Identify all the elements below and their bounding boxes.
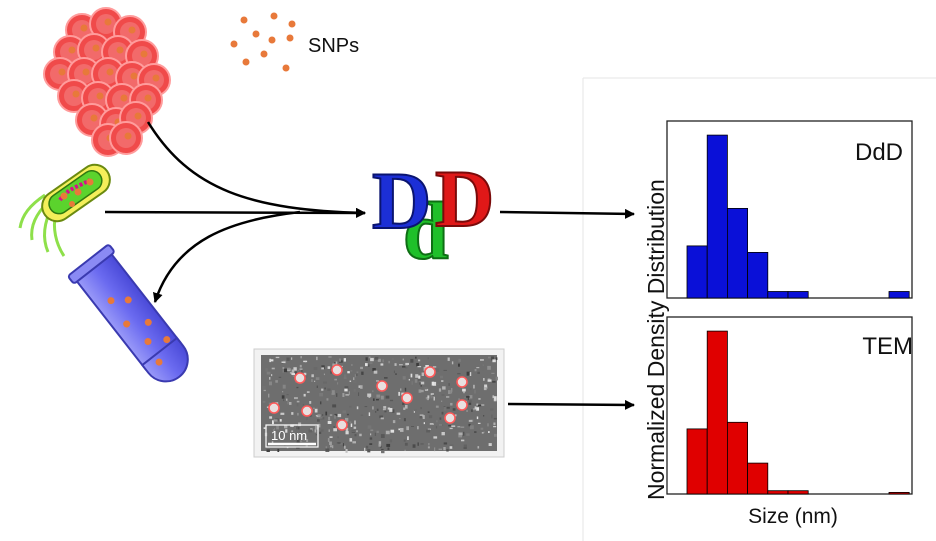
cell-cluster-icon (43, 7, 171, 157)
x-axis-label: Size (nm) (748, 505, 838, 528)
bacterium-icon (18, 163, 111, 257)
y-axis-label: Normalized Density Distribution (643, 179, 669, 500)
chart-ddd-bar-1 (686, 245, 708, 299)
arrow-ddd-to-tube (153, 210, 301, 303)
ddd-logo-left-d: D (372, 155, 431, 246)
scale-bar-label: 10 nm (271, 428, 307, 443)
chart-tem-bar-5 (767, 490, 789, 495)
chart-ddd-bar-4 (747, 251, 769, 299)
chart-ddd-bar-6 (787, 291, 809, 299)
ddd-histogram: DdD (666, 120, 913, 299)
chart-tem-bar-4 (747, 462, 769, 495)
arrow-tem-to-chart (507, 399, 635, 410)
tem-micrograph: 10 nm (253, 348, 505, 458)
chart-ddd-bar-3 (727, 207, 749, 299)
arrow-bacteria-to-ddd (104, 207, 366, 218)
ddd-logo-right-d: D (435, 153, 494, 244)
ddd-logo-middle-d: d (403, 185, 449, 276)
chart-tem-bar-6 (787, 490, 809, 495)
test-tube-icon (67, 244, 189, 383)
chart-ddd-bar-5 (767, 291, 789, 299)
arrow-cells-to-ddd (146, 121, 366, 218)
chart-tem-bar-2 (706, 330, 728, 495)
chart-ddd-bar-11 (888, 291, 910, 299)
snps-label: SNPs (308, 35, 359, 57)
chart-ddd-bar-2 (706, 134, 728, 299)
snp-particles-icon (230, 12, 296, 72)
arrow-ddd-to-chart (499, 208, 635, 219)
chart-tem-bar-3 (727, 421, 749, 495)
ddd-chart-title: DdD (855, 139, 903, 166)
ddd-logo: d D D (371, 152, 495, 277)
tem-histogram: TEM (666, 316, 913, 495)
chart-tem-bar-11 (888, 491, 910, 495)
tem-chart-title: TEM (862, 333, 913, 360)
chart-tem-bar-1 (686, 428, 708, 495)
